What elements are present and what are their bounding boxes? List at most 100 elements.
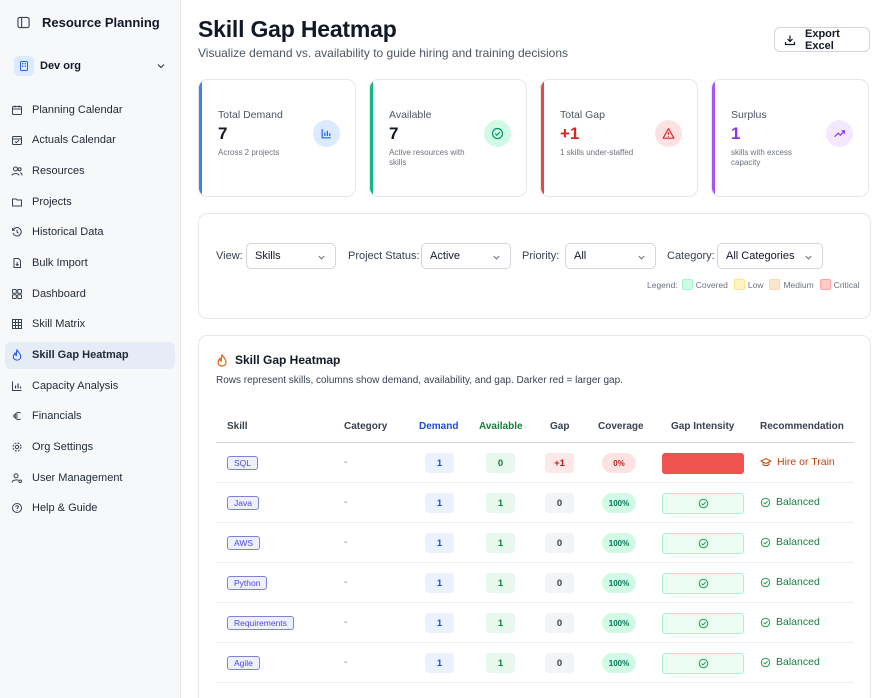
- col-header-gap[interactable]: Gap: [550, 421, 570, 432]
- coverage-badge: 0%: [602, 453, 636, 473]
- col-header-recommendation[interactable]: Recommendation: [760, 421, 844, 432]
- view-select-value: Skills: [255, 250, 281, 262]
- table-row: AWS - 1 1 0 100% Balanced: [216, 523, 854, 563]
- surplus-card: Surplus 1 skills with excess capacity: [711, 79, 869, 197]
- priority-select[interactable]: All: [565, 243, 656, 269]
- priority-label: Priority:: [522, 250, 560, 262]
- table-row: Requirements - 1 1 0 100% Balanced: [216, 603, 854, 643]
- grid-icon: [11, 318, 23, 330]
- total-demand-card: Total Demand 7 Across 2 projects: [198, 79, 356, 197]
- category-cell: -: [344, 577, 348, 588]
- demand-cell: 1: [425, 573, 454, 593]
- legend-item-medium: Medium: [769, 279, 814, 290]
- category-cell: -: [344, 617, 348, 628]
- status-select-value: Active: [430, 250, 460, 262]
- sidebar-item-actuals-calendar[interactable]: Actuals Calendar: [5, 127, 175, 154]
- sidebar-item-label: Skill Gap Heatmap: [32, 349, 129, 361]
- gap-cell: 0: [545, 653, 574, 673]
- recommendation-cell: Balanced: [760, 656, 820, 668]
- help-icon: [11, 502, 23, 514]
- legend-item-critical: Critical: [819, 279, 860, 290]
- col-header-skill[interactable]: Skill: [227, 421, 248, 432]
- col-header-demand[interactable]: Demand: [419, 421, 459, 432]
- calendar-icon: [11, 104, 23, 116]
- card-value: 1: [731, 124, 741, 143]
- check-circle-icon: [760, 497, 771, 508]
- col-header-available[interactable]: Available: [479, 421, 523, 432]
- table-header-divider: [216, 442, 854, 443]
- available-cell: 1: [486, 493, 515, 513]
- export-excel-button[interactable]: Export Excel: [774, 27, 870, 52]
- panel-subtitle: Rows represent skills, columns show dema…: [216, 375, 623, 386]
- card-value: 7: [218, 124, 228, 143]
- card-accent-bar: [199, 80, 202, 196]
- available-cell: 1: [486, 653, 515, 673]
- col-header-gap-intensity[interactable]: Gap Intensity: [671, 421, 735, 432]
- sidebar-item-user-management[interactable]: User Management: [5, 464, 175, 491]
- col-header-category[interactable]: Category: [344, 421, 388, 432]
- table-row: SQL - 1 0 +1 0% Hire or Train: [216, 443, 854, 483]
- file-import-icon: [11, 257, 23, 269]
- calendar-check-icon: [11, 134, 23, 146]
- view-select[interactable]: Skills: [246, 243, 336, 269]
- bar-chart-icon: [313, 120, 340, 147]
- check-circle-icon: [698, 658, 709, 669]
- card-subtext: skills with excess capacity: [731, 148, 792, 167]
- card-subtext: Active resources with skills: [389, 148, 465, 167]
- check-circle-icon: [484, 120, 511, 147]
- sidebar-item-skill-matrix[interactable]: Skill Matrix: [5, 311, 175, 338]
- user-gear-icon: [11, 472, 23, 484]
- demand-cell: 1: [425, 613, 454, 633]
- available-cell: 1: [486, 573, 515, 593]
- sidebar-item-dashboard[interactable]: Dashboard: [5, 280, 175, 307]
- sidebar-item-org-settings[interactable]: Org Settings: [5, 434, 175, 461]
- gap-intensity-cell: [662, 533, 744, 554]
- card-accent-bar: [541, 80, 544, 196]
- sidebar-item-help-guide[interactable]: Help & Guide: [5, 495, 175, 522]
- sidebar-item-planning-calendar[interactable]: Planning Calendar: [5, 96, 175, 123]
- sidebar-toggle-icon[interactable]: [16, 15, 30, 29]
- euro-icon: [11, 410, 23, 422]
- sidebar-item-bulk-import[interactable]: Bulk Import: [5, 249, 175, 276]
- card-subtext: Across 2 projects: [218, 148, 280, 157]
- gap-cell: 0: [545, 613, 574, 633]
- recommendation-label: Balanced: [776, 616, 820, 628]
- skill-tag: Requirements: [227, 616, 294, 630]
- card-value: +1: [560, 124, 580, 143]
- sidebar-item-historical-data[interactable]: Historical Data: [5, 219, 175, 246]
- sidebar-item-skill-gap-heatmap[interactable]: Skill Gap Heatmap: [5, 341, 175, 369]
- status-select[interactable]: Active: [421, 243, 511, 269]
- graduation-cap-icon: [760, 457, 772, 468]
- download-icon: [784, 34, 796, 46]
- demand-cell: 1: [425, 493, 454, 513]
- check-circle-icon: [698, 618, 709, 629]
- org-switcher[interactable]: Dev org: [8, 51, 175, 81]
- sidebar-item-label: Dashboard: [32, 287, 86, 300]
- category-cell: -: [344, 497, 348, 508]
- check-circle-icon: [698, 578, 709, 589]
- sidebar-item-projects[interactable]: Projects: [5, 188, 175, 215]
- sidebar-item-capacity-analysis[interactable]: Capacity Analysis: [5, 372, 175, 399]
- main-content: Skill Gap Heatmap Visualize demand vs. a…: [181, 0, 893, 698]
- recommendation-label: Balanced: [776, 656, 820, 668]
- users-icon: [11, 165, 23, 177]
- category-cell: -: [344, 537, 348, 548]
- legend-swatch: [819, 279, 831, 290]
- sidebar-item-label: Org Settings: [32, 441, 94, 454]
- recommendation-cell: Balanced: [760, 536, 820, 548]
- gap-intensity-cell: [662, 613, 744, 634]
- sidebar-item-resources[interactable]: Resources: [5, 157, 175, 184]
- sidebar-header: Resource Planning: [0, 0, 181, 44]
- legend-swatch: [769, 279, 781, 290]
- card-label: Total Demand: [218, 109, 283, 121]
- category-select[interactable]: All Categories: [717, 243, 823, 269]
- gap-cell: 0: [545, 573, 574, 593]
- card-label: Available: [389, 109, 432, 121]
- total-gap-card: Total Gap +1 1 skills under-staffed: [540, 79, 698, 197]
- category-select-value: All Categories: [726, 250, 795, 262]
- app-title: Resource Planning: [42, 14, 160, 30]
- sidebar-item-financials[interactable]: Financials: [5, 403, 175, 430]
- chevron-down-icon: [637, 253, 646, 265]
- col-header-coverage[interactable]: Coverage: [598, 421, 644, 432]
- sidebar-item-label: User Management: [32, 471, 123, 484]
